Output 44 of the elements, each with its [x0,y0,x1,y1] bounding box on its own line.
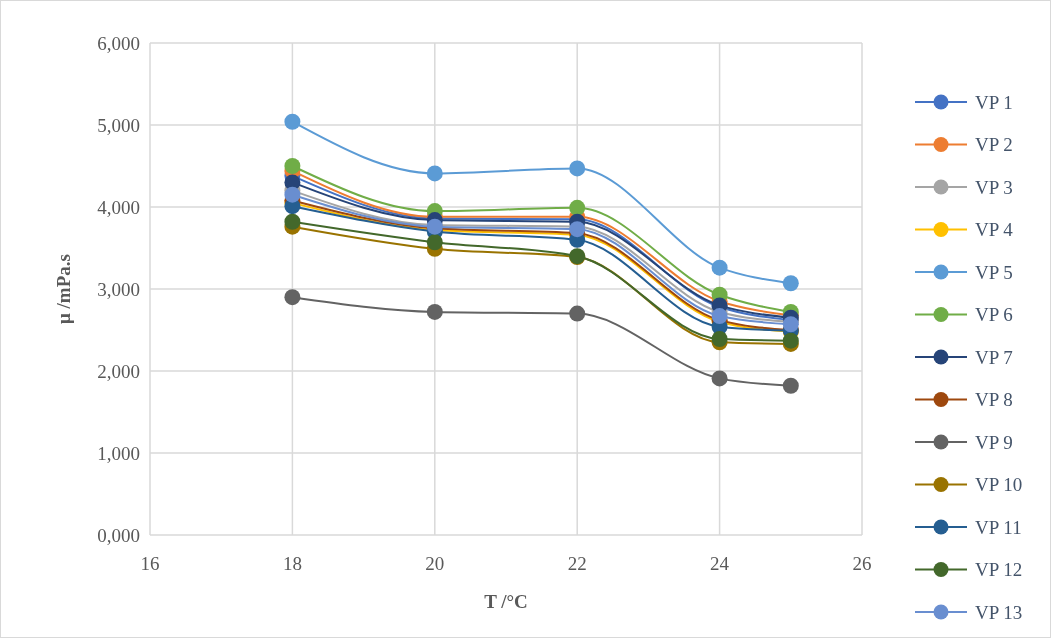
point [426,165,443,182]
x-tick-label: 16 [140,553,160,574]
y-tick-label: 0,000 [97,524,140,546]
point [782,377,799,394]
legend-label: VP 5 [975,261,1013,283]
y-tick-label: 6,000 [97,32,140,54]
point [569,305,586,322]
legend-label: VP 7 [975,346,1013,368]
point [284,158,301,174]
legend-label: VP 12 [975,559,1023,581]
point [711,259,728,276]
x-tick-label: 26 [852,553,872,574]
legend-label: VP 9 [975,431,1013,453]
x-tick-label: 24 [710,553,730,574]
y-tick-label: 4,000 [97,196,140,218]
point [426,234,443,251]
point [711,308,728,325]
legend-label: VP 6 [975,304,1013,326]
point [284,113,301,130]
point [711,370,728,387]
point [569,160,586,177]
y-tick-label: 3,000 [97,278,140,300]
point [284,289,301,306]
legend-label: VP 8 [975,389,1013,411]
legend-label: VP 2 [975,134,1013,156]
point [284,213,301,230]
y-tick-label: 5,000 [97,114,140,136]
y-axis-title: μ /mPa.s [53,254,74,324]
legend-label: VP 3 [975,176,1013,198]
x-tick-label: 22 [567,553,587,574]
point [569,199,586,216]
legend-label: VP 4 [975,219,1014,241]
legend-label: VP 10 [975,474,1023,496]
legend-label: VP 13 [975,601,1023,623]
x-tick-label: 20 [425,553,445,574]
point [284,186,301,203]
point [426,303,443,320]
x-axis-title: T /°C [484,591,528,612]
y-tick-label: 2,000 [97,360,140,382]
y-tick-label: 1,000 [97,442,140,464]
x-tick-label: 18 [282,553,302,574]
legend-label: VP 1 [975,91,1013,113]
legend-label: VP 11 [975,516,1022,538]
point [782,275,799,292]
